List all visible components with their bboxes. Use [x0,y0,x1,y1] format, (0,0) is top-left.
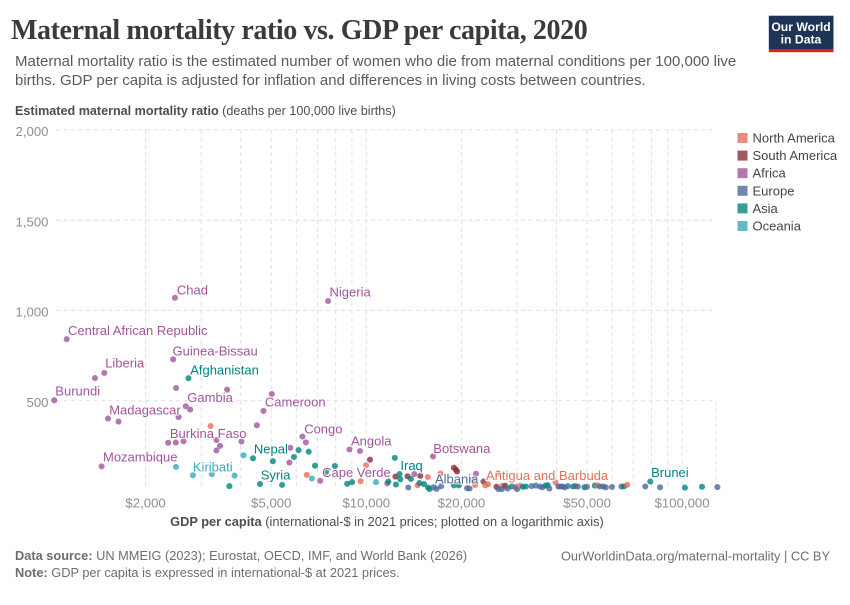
svg-text:in Data: in Data [781,32,822,46]
svg-text:Angola: Angola [351,433,392,448]
svg-text:Botswana: Botswana [433,441,491,456]
svg-text:$20,000: $20,000 [438,496,486,511]
svg-text:Syria: Syria [261,467,291,482]
svg-text:Gambia: Gambia [187,390,233,405]
svg-text:1,000: 1,000 [15,305,48,320]
svg-text:Afghanistan: Afghanistan [190,363,259,378]
svg-text:Congo: Congo [304,422,342,437]
svg-text:Note: GDP per capita is expres: Note: GDP per capita is expressed in int… [15,565,400,580]
svg-text:Asia: Asia [753,201,779,216]
svg-text:Maternal mortality ratio is th: Maternal mortality ratio is the estimate… [15,53,736,70]
svg-text:Iraq: Iraq [400,458,422,473]
svg-text:Burkina Faso: Burkina Faso [170,426,247,441]
svg-text:North America: North America [753,131,836,146]
svg-text:1,500: 1,500 [15,215,48,230]
svg-text:GDP per capita (international-: GDP per capita (international-$ in 2021 … [170,514,604,529]
svg-text:Madagascar: Madagascar [109,403,181,418]
svg-text:$100,000: $100,000 [655,496,710,511]
svg-text:Estimated maternal mortality r: Estimated maternal mortality ratio (deat… [15,104,396,118]
svg-text:South America: South America [753,148,838,163]
svg-text:Antigua and Barbuda: Antigua and Barbuda [486,468,609,483]
svg-text:Our World: Our World [771,20,830,34]
svg-text:Nepal: Nepal [254,442,288,457]
svg-text:Chad: Chad [177,282,208,297]
svg-text:Albania: Albania [435,471,479,486]
svg-text:2,000: 2,000 [15,124,48,139]
svg-text:Burundi: Burundi [55,383,100,398]
svg-text:Liberia: Liberia [105,356,145,371]
svg-text:Nigeria: Nigeria [330,285,372,300]
svg-text:Central African Republic: Central African Republic [68,323,208,338]
svg-text:$50,000: $50,000 [563,496,611,511]
svg-text:Africa: Africa [753,166,787,181]
svg-text:Guinea-Bissau: Guinea-Bissau [173,343,258,358]
svg-text:$10,000: $10,000 [342,496,390,511]
svg-text:Cameroon: Cameroon [265,395,326,410]
svg-text:$5,000: $5,000 [251,496,291,511]
svg-text:Maternal mortality ratio vs. G: Maternal mortality ratio vs. GDP per cap… [11,15,587,46]
svg-text:Brunei: Brunei [651,465,689,480]
svg-text:Mozambique: Mozambique [103,450,177,465]
svg-text:Oceania: Oceania [753,219,802,234]
svg-text:Europe: Europe [753,183,795,198]
svg-text:$2,000: $2,000 [125,496,165,511]
svg-text:OurWorldinData.org/maternal-mo: OurWorldinData.org/maternal-mortality | … [561,549,831,564]
svg-text:Cape Verde: Cape Verde [322,465,391,480]
svg-text:Kiribati: Kiribati [193,460,233,475]
svg-text:Data source: UN MMEIG (2023);: Data source: UN MMEIG (2023); Eurostat, … [15,548,467,563]
svg-text:500: 500 [26,395,48,410]
svg-text:births. GDP per capita is adju: births. GDP per capita is adjusted for i… [15,72,646,89]
